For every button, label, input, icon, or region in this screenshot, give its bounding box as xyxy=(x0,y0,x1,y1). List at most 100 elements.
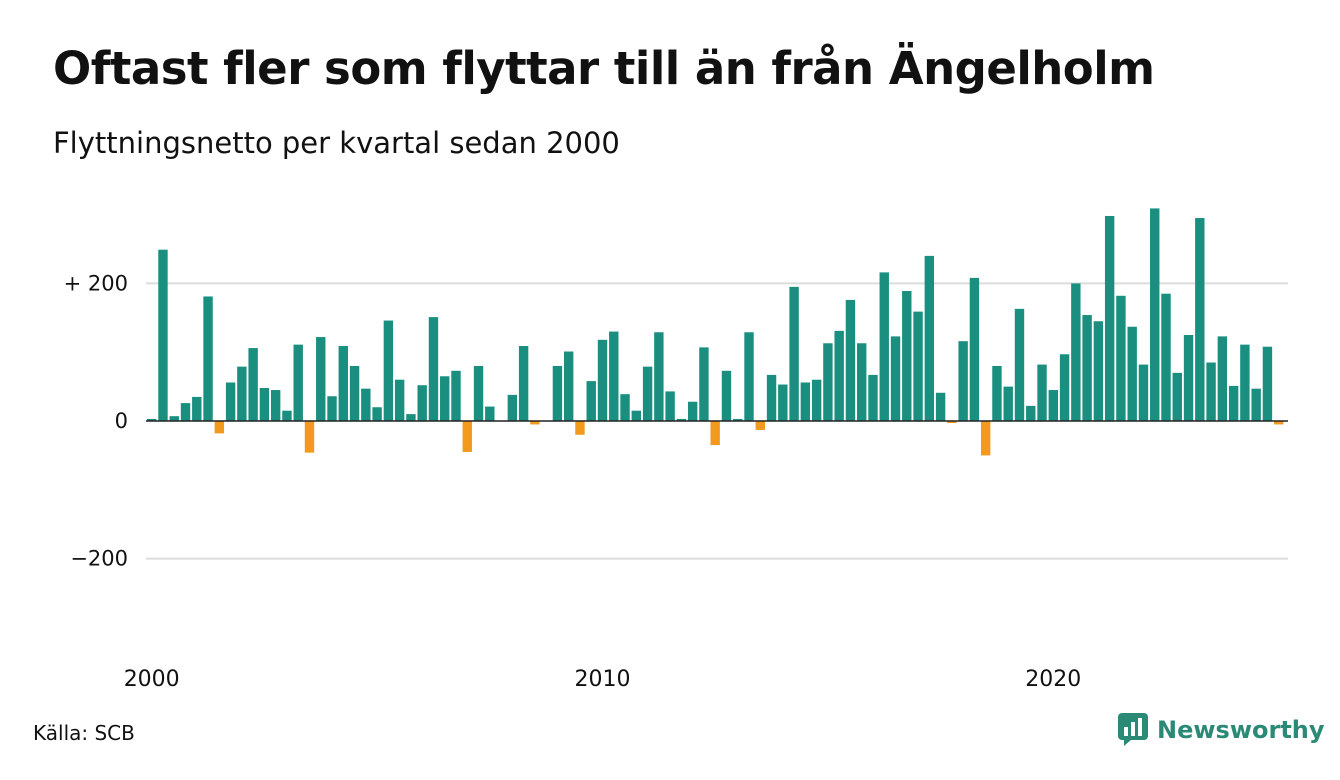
bar xyxy=(1228,385,1239,421)
newsworthy-logo-icon xyxy=(1118,713,1148,746)
bar xyxy=(1026,405,1036,421)
bar xyxy=(1138,364,1149,421)
bar xyxy=(1048,390,1058,421)
bar xyxy=(349,365,360,421)
bar xyxy=(789,286,799,421)
bar xyxy=(248,348,258,421)
bar xyxy=(890,336,901,421)
bar xyxy=(1195,218,1205,421)
bar xyxy=(428,317,439,421)
bar xyxy=(980,421,991,456)
bar xyxy=(1161,293,1171,421)
bar xyxy=(1206,362,1216,421)
bar xyxy=(721,370,732,421)
chart-subtitle: Flyttningsnetto per kvartal sedan 2000 xyxy=(53,126,620,160)
x-tick-label: 2020 xyxy=(1025,667,1081,692)
bar xyxy=(293,344,303,421)
bar xyxy=(710,421,720,446)
bar xyxy=(1104,215,1115,421)
bar xyxy=(913,311,923,421)
bar xyxy=(203,296,213,421)
bar xyxy=(270,390,281,421)
bar xyxy=(1240,344,1250,421)
bar xyxy=(969,277,980,421)
bar xyxy=(1274,421,1284,425)
bar xyxy=(631,410,642,421)
bar xyxy=(1217,336,1228,421)
bar xyxy=(778,384,788,421)
bar xyxy=(327,396,337,421)
bar xyxy=(1262,346,1273,421)
x-tick-label: 2000 xyxy=(124,667,180,692)
bar xyxy=(733,418,743,421)
bar xyxy=(372,407,382,421)
bar xyxy=(620,394,630,421)
bar xyxy=(902,290,912,421)
bar xyxy=(879,272,889,421)
bar xyxy=(316,337,326,421)
bar xyxy=(654,332,664,421)
bar xyxy=(282,410,292,421)
bar xyxy=(947,421,957,424)
bar xyxy=(1003,386,1013,421)
brand[interactable]: Newsworthy xyxy=(1118,713,1325,747)
bar xyxy=(361,388,371,421)
bar xyxy=(1251,388,1261,421)
bar xyxy=(676,418,687,421)
bar xyxy=(1071,283,1081,421)
bar xyxy=(1183,335,1194,421)
bar xyxy=(180,403,191,421)
y-tick-label: 0 xyxy=(115,409,128,433)
bar xyxy=(552,365,563,421)
bar xyxy=(665,391,675,421)
bar xyxy=(586,381,596,421)
bar xyxy=(811,379,822,421)
bar xyxy=(845,299,856,421)
bar xyxy=(158,249,168,421)
bar xyxy=(530,421,540,425)
bar xyxy=(755,421,765,430)
chart-title: Oftast fler som flyttar till än från Äng… xyxy=(53,42,1155,95)
bar xyxy=(259,387,270,421)
bar xyxy=(687,401,698,421)
bar xyxy=(440,376,450,421)
bar xyxy=(992,365,1002,421)
bar xyxy=(766,374,777,421)
x-tick-label: 2010 xyxy=(575,667,631,692)
bar xyxy=(462,421,472,452)
source-note: Källa: SCB xyxy=(33,721,135,745)
bar xyxy=(417,385,427,421)
bar xyxy=(744,332,754,421)
bar xyxy=(507,394,518,421)
bar xyxy=(1082,315,1092,421)
bar xyxy=(225,382,236,421)
bar xyxy=(451,370,461,421)
bar xyxy=(699,347,709,421)
y-tick-label: −200 xyxy=(70,547,128,571)
bar xyxy=(192,396,202,421)
bar xyxy=(1014,308,1025,421)
bar xyxy=(304,421,315,453)
brand-name: Newsworthy xyxy=(1157,716,1325,744)
bar xyxy=(338,346,348,421)
bars xyxy=(147,208,1284,456)
bar xyxy=(857,343,867,421)
bar xyxy=(394,379,405,421)
bar xyxy=(485,406,495,421)
bar xyxy=(868,374,878,421)
bar xyxy=(473,365,484,421)
bar xyxy=(214,421,225,434)
bar xyxy=(147,418,157,421)
bar xyxy=(1127,326,1137,421)
bar xyxy=(1172,372,1182,421)
bar xyxy=(958,341,968,421)
bar xyxy=(1116,295,1126,421)
bar xyxy=(383,320,394,421)
y-tick-label: + 200 xyxy=(64,271,128,295)
bar xyxy=(597,339,608,421)
bar xyxy=(609,331,619,421)
bar xyxy=(563,351,574,421)
bar xyxy=(834,330,844,421)
bar xyxy=(575,421,585,435)
